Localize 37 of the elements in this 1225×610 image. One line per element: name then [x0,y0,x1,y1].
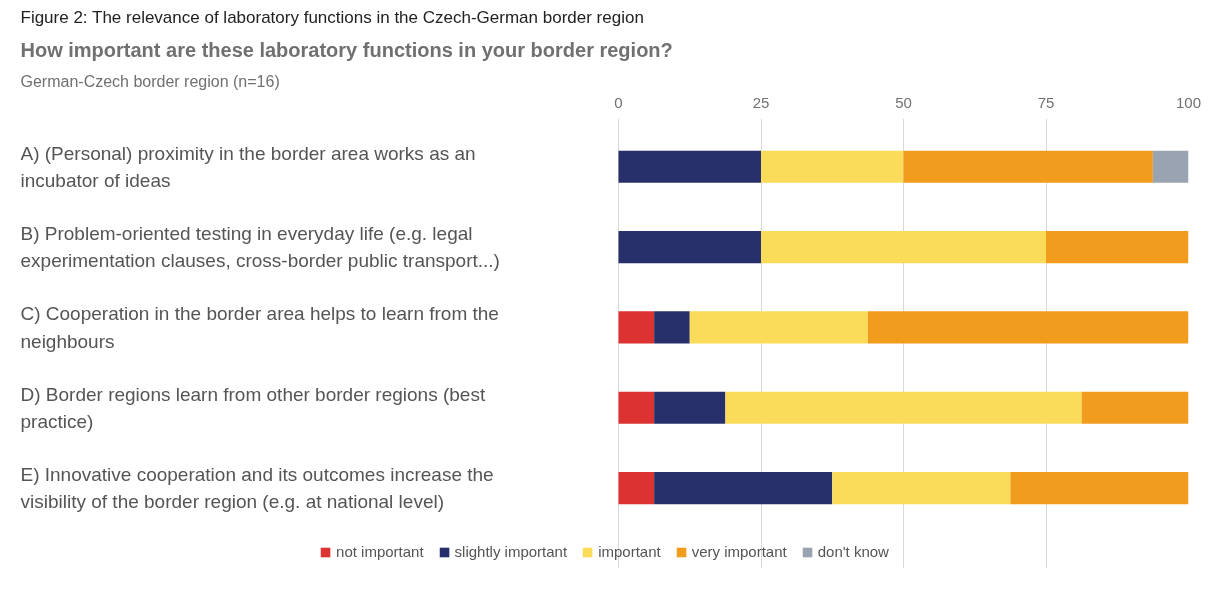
legend-label: don't know [817,543,889,560]
bar [654,311,690,344]
legend-label: important [598,543,661,560]
y-tick-label: C) Cooperation in the border area helps to learn from the neighbours [20,303,499,352]
x-tick-label: 25 [752,93,770,111]
legend-label: slightly important [454,543,568,560]
caption: Figure 2: The relevance of laboratory functions in the Czech-German border region [20,7,644,27]
legend-label: very important [691,543,787,560]
bar [761,150,904,183]
y-tick-label: E) Innovative cooperation and its outcomes increase the visibility of the border region (e.g. at national level) [20,463,494,513]
bar [689,311,868,344]
x-tick-label: 100 [1175,93,1202,111]
bar [618,231,761,264]
bar [618,311,655,344]
x-tick-label: 75 [1037,93,1055,111]
text: German-Czech border region (n=16) [20,72,280,90]
bar [725,391,1082,424]
bar [1010,472,1189,505]
bar [867,311,1189,344]
y-tick-label: A) (Personal) proximity in the border area works as an incubator of ideas [20,142,476,191]
x-tick-label: 0 [614,93,623,111]
bar [654,391,726,424]
bar [1152,150,1189,183]
bar [1081,391,1189,424]
y-tick-label: D) Border regions learn from other border regions (best practice) [20,383,486,432]
text: How important are these laboratory functions in your border region? [20,38,673,61]
x-tick-label: 50 [895,93,912,111]
bar [618,391,655,424]
legend-label: not important [336,543,424,560]
y-tick-label: B) Problem-oriented testing in everyday life (e.g. legal experimentation clauses, cross-border public transport...) [20,222,500,272]
bar [654,472,833,505]
bar [832,472,1011,505]
bar [903,150,1153,183]
bar [618,472,655,505]
bar [761,231,1046,264]
bar [618,150,761,183]
bar [1046,231,1189,264]
